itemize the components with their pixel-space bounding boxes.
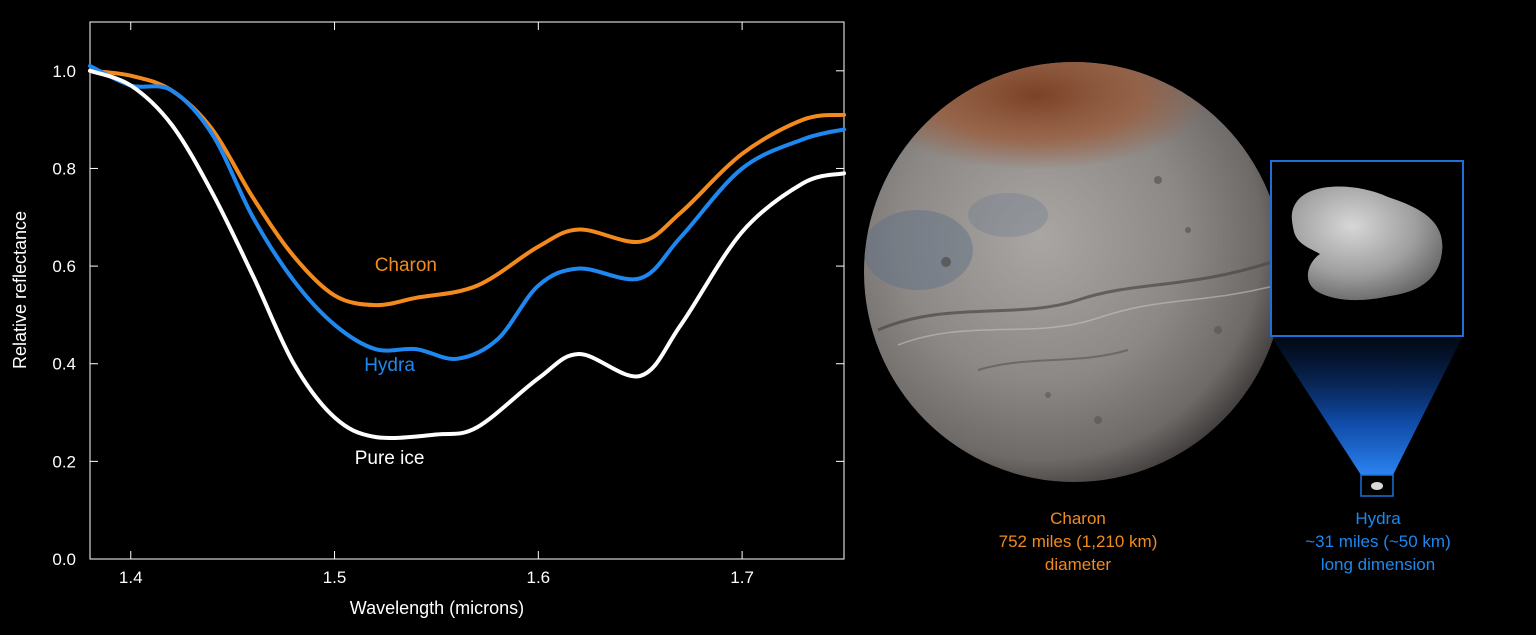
series-labels: Charon Hydra Pure ice <box>355 255 437 469</box>
hydra-caption: Hydra ~31 miles (~50 km) long dimension <box>1228 507 1528 576</box>
y-tick-label: 0.4 <box>52 355 76 374</box>
hydra-moon-small <box>1371 482 1383 490</box>
pure-ice-series-label: Pure ice <box>355 448 425 469</box>
y-tick-labels: 0.0 0.2 0.4 0.6 0.8 1.0 <box>52 62 76 569</box>
hydra-line <box>88 63 846 361</box>
y-tick-label: 0.2 <box>52 452 76 471</box>
x-tick-labels: 1.4 1.5 1.6 1.7 <box>119 568 754 587</box>
hydra-caption-name: Hydra <box>1355 509 1401 528</box>
charon-series-label: Charon <box>375 255 437 276</box>
y-tick-label: 1.0 <box>52 62 76 81</box>
x-tick-label: 1.5 <box>323 568 347 587</box>
series-lines <box>88 63 846 441</box>
moons-illustration <box>864 62 1464 497</box>
hydra-inset <box>1270 160 1464 497</box>
charon-line <box>88 68 846 308</box>
zoom-beam <box>1271 336 1463 475</box>
y-tick-label: 0.0 <box>52 550 76 569</box>
plot-frame <box>89 21 845 560</box>
y-tick-label: 0.8 <box>52 159 76 178</box>
charon-caption-name: Charon <box>1050 509 1106 528</box>
x-tick-label: 1.4 <box>119 568 143 587</box>
image-panel: Charon 752 miles (1,210 km) diameter Hyd… <box>858 0 1536 630</box>
hydra-moon-enlarged <box>1291 186 1443 301</box>
hydra-caption-size: ~31 miles (~50 km) <box>1305 532 1451 551</box>
x-axis-label: Wavelength (microns) <box>350 598 524 618</box>
charon-caption: Charon 752 miles (1,210 km) diameter <box>928 507 1228 576</box>
x-tick-marks <box>130 22 743 559</box>
x-tick-label: 1.6 <box>527 568 551 587</box>
y-axis-label: Relative reflectance <box>10 211 30 369</box>
x-tick-label: 1.7 <box>730 568 754 587</box>
charon-caption-note: diameter <box>1044 555 1112 574</box>
spectrum-chart: 1.4 1.5 1.6 1.7 0.0 0.2 0.4 0.6 0.8 1.0 Charon Hy… <box>10 21 846 618</box>
chart-panel: 1.4 1.5 1.6 1.7 0.0 0.2 0.4 0.6 0.8 1.0 Charon Hy… <box>10 21 846 618</box>
pure-ice-line <box>88 68 846 441</box>
hydra-series-label: Hydra <box>364 355 415 376</box>
hydra-caption-note: long dimension <box>1320 555 1436 574</box>
y-tick-label: 0.6 <box>52 257 76 276</box>
y-tick-marks <box>90 70 844 560</box>
charon-globe <box>864 62 1284 482</box>
charon-caption-size: 752 miles (1,210 km) <box>998 532 1158 551</box>
